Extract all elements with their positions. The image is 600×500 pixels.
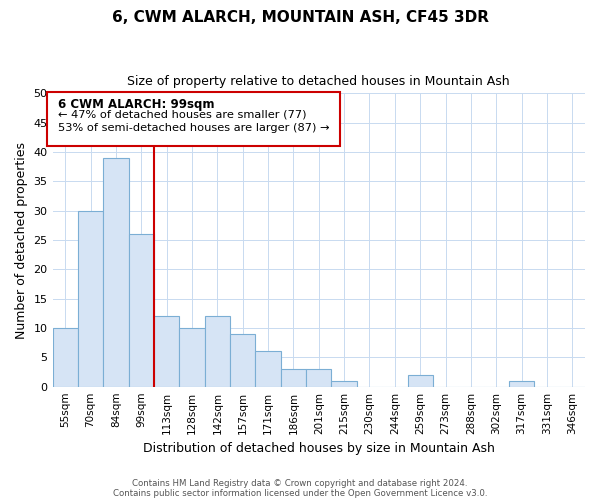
Text: 6, CWM ALARCH, MOUNTAIN ASH, CF45 3DR: 6, CWM ALARCH, MOUNTAIN ASH, CF45 3DR xyxy=(112,10,488,25)
Bar xyxy=(407,375,433,386)
Bar xyxy=(179,328,205,386)
Bar xyxy=(128,234,154,386)
Bar xyxy=(78,210,103,386)
X-axis label: Distribution of detached houses by size in Mountain Ash: Distribution of detached houses by size … xyxy=(143,442,495,455)
Bar xyxy=(205,316,230,386)
Text: ← 47% of detached houses are smaller (77): ← 47% of detached houses are smaller (77… xyxy=(58,110,307,120)
Bar xyxy=(230,334,256,386)
Text: 6 CWM ALARCH: 99sqm: 6 CWM ALARCH: 99sqm xyxy=(58,98,214,110)
Bar xyxy=(53,328,78,386)
FancyBboxPatch shape xyxy=(47,92,340,146)
Y-axis label: Number of detached properties: Number of detached properties xyxy=(15,142,28,338)
Bar xyxy=(256,352,281,386)
Bar xyxy=(103,158,128,386)
Bar xyxy=(281,369,306,386)
Title: Size of property relative to detached houses in Mountain Ash: Size of property relative to detached ho… xyxy=(127,75,510,88)
Text: 53% of semi-detached houses are larger (87) →: 53% of semi-detached houses are larger (… xyxy=(58,124,329,134)
Bar xyxy=(306,369,331,386)
Bar xyxy=(509,381,534,386)
Bar xyxy=(331,381,357,386)
Bar xyxy=(154,316,179,386)
Text: Contains HM Land Registry data © Crown copyright and database right 2024.: Contains HM Land Registry data © Crown c… xyxy=(132,478,468,488)
Text: Contains public sector information licensed under the Open Government Licence v3: Contains public sector information licen… xyxy=(113,488,487,498)
